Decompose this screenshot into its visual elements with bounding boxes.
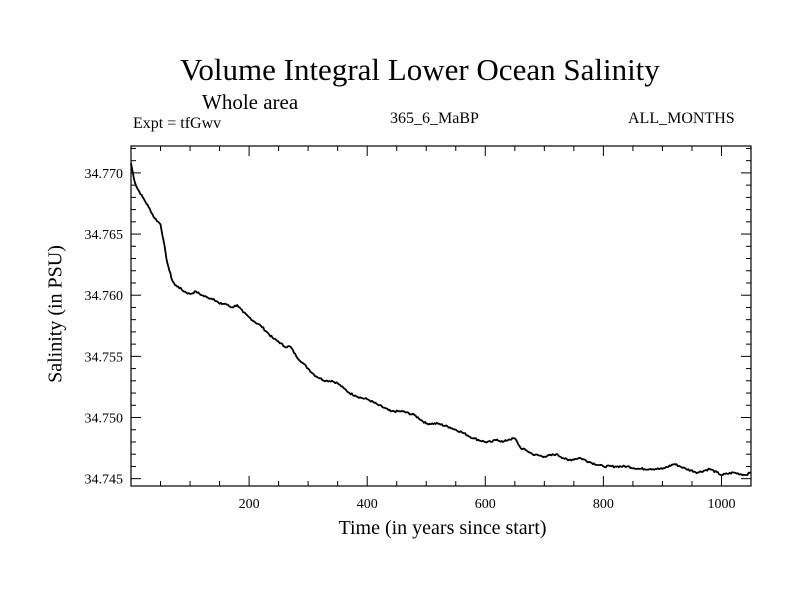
y-tick-label: 34.745 — [85, 473, 124, 488]
chart-subtitle: Whole area — [202, 90, 299, 114]
y-tick-label: 34.765 — [85, 228, 124, 243]
x-axis-label: Time (in years since start) — [338, 517, 547, 539]
salinity-series-line — [130, 162, 752, 477]
y-tick-label: 34.770 — [85, 167, 124, 182]
y-tick-label: 34.750 — [85, 412, 124, 427]
x-tick-label: 400 — [357, 497, 378, 512]
y-tick-label: 34.755 — [85, 350, 124, 365]
x-tick-label: 200 — [239, 497, 260, 512]
x-tick-label: 1000 — [707, 497, 735, 512]
chart-title: Volume Integral Lower Ocean Salinity — [180, 52, 660, 87]
y-axis-label: Salinity (in PSU) — [44, 245, 67, 383]
x-tick-label: 600 — [475, 497, 496, 512]
x-tick-label: 800 — [593, 497, 614, 512]
months-label: ALL_MONTHS — [628, 110, 735, 127]
plot-frame — [130, 145, 752, 487]
run-label: 365_6_MaBP — [390, 110, 479, 127]
y-tick-label: 34.760 — [85, 289, 124, 304]
experiment-label: Expt = tfGwv — [133, 115, 222, 132]
